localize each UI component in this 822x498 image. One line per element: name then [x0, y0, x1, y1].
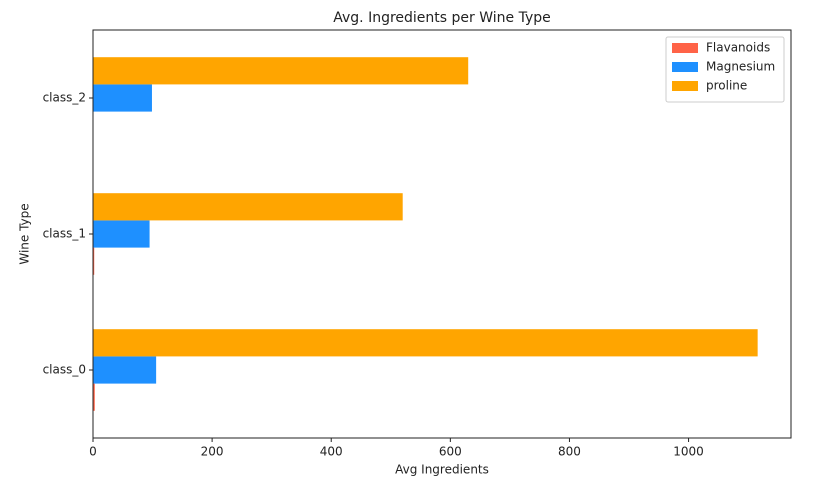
y-tick-label: class_2	[43, 91, 86, 105]
bar	[93, 383, 95, 411]
y-tick-label: class_0	[43, 363, 86, 377]
legend-swatch	[672, 62, 698, 72]
y-tick-label: class_1	[43, 227, 86, 241]
legend: Flavanoids Magnesium proline	[665, 36, 785, 103]
x-tick-label: 0	[89, 445, 97, 459]
bar	[93, 220, 150, 248]
legend-label: Flavanoids	[706, 41, 770, 55]
plot-frame	[92, 29, 792, 439]
x-tick-label: 1000	[673, 445, 704, 459]
legend-swatch	[672, 81, 698, 91]
bar	[93, 356, 157, 384]
chart-title: Avg. Ingredients per Wine Type	[333, 10, 551, 26]
bar	[93, 247, 95, 275]
x-tick-label: 800	[558, 445, 581, 459]
legend-swatch	[672, 43, 698, 53]
legend-label: proline	[706, 79, 747, 93]
bar	[93, 193, 403, 221]
legend-label: Magnesium	[706, 60, 775, 74]
x-tick-label: 600	[439, 445, 462, 459]
x-axis-label: Avg Ingredients	[395, 463, 489, 477]
bar	[93, 84, 152, 112]
x-tick-label: 400	[320, 445, 343, 459]
bar	[93, 57, 469, 85]
x-tick-label: 200	[201, 445, 224, 459]
y-axis-label: Wine Type	[18, 203, 32, 264]
bar	[93, 329, 758, 357]
